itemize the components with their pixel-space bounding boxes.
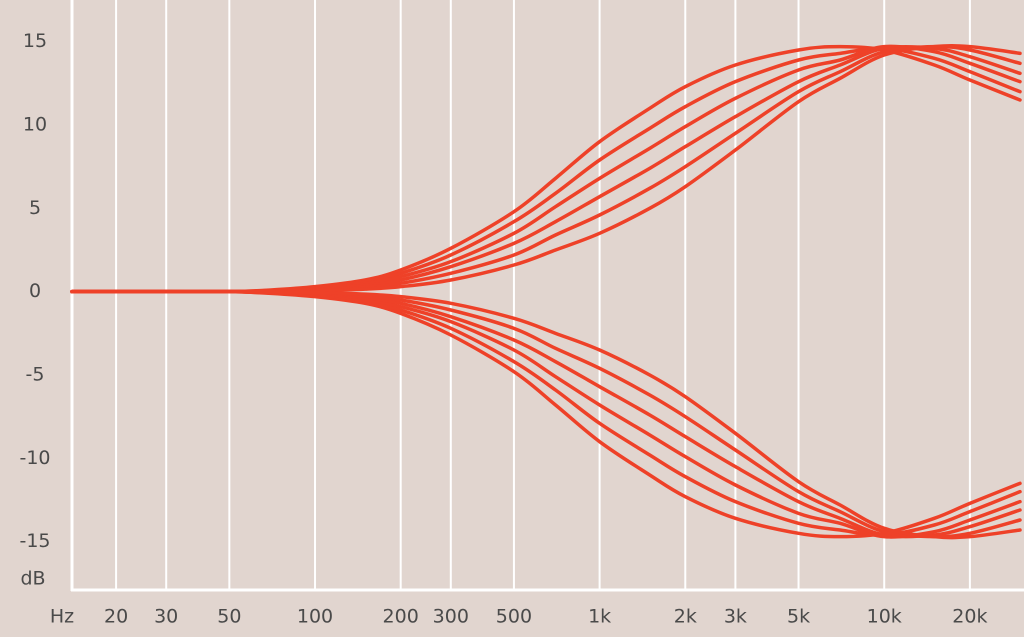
x-tick-label: 300 (433, 606, 469, 628)
x-tick-label: 200 (383, 606, 419, 628)
x-tick-label: 20k (952, 606, 987, 628)
x-tick-label: 1k (588, 606, 611, 628)
eq-curve (70, 289, 1022, 540)
x-tick-label: 3k (724, 606, 747, 628)
y-tick-label: -5 (26, 364, 45, 386)
x-tick-label: 500 (496, 606, 532, 628)
y-axis-label: dB (20, 568, 45, 590)
x-tick-label: 100 (297, 606, 333, 628)
y-tick-label: 5 (29, 197, 41, 219)
x-tick-label: 50 (217, 606, 241, 628)
y-tick-label: 10 (23, 114, 47, 136)
x-tick-label: 20 (104, 606, 128, 628)
y-tick-label: 15 (23, 30, 47, 52)
x-tick-label: 10k (867, 606, 902, 628)
y-tick-label: -15 (19, 530, 50, 552)
y-tick-label: 0 (29, 280, 41, 302)
x-tick-label: 5k (787, 606, 810, 628)
x-tick-label: 2k (674, 606, 697, 628)
y-tick-label: -10 (19, 447, 50, 469)
x-tick-label: 30 (154, 606, 178, 628)
x-axis-label: Hz (50, 606, 74, 628)
